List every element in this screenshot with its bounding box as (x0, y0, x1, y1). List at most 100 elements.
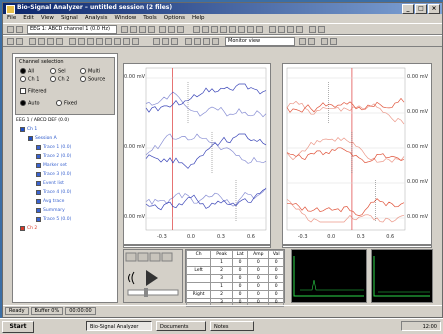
channel-combo[interactable]: EEG 1: ABCD channel 1 (0.0 Hz) (27, 25, 117, 34)
tree-node[interactable]: Ch 1 (20, 127, 37, 132)
start-button[interactable]: Start (2, 321, 34, 333)
invert-icon[interactable] (132, 38, 139, 45)
radio-sel[interactable]: Sel (50, 68, 66, 75)
ch1-icon[interactable] (193, 26, 200, 33)
print-icon[interactable] (309, 26, 316, 33)
tree-node[interactable]: Trace 2 (0.0) (36, 154, 71, 159)
arrow-icon[interactable] (153, 38, 160, 45)
export-icon[interactable] (296, 26, 303, 33)
layout-2-icon[interactable] (194, 38, 201, 45)
copy-icon[interactable] (38, 38, 45, 45)
splitter-left[interactable] (118, 53, 122, 303)
menu-view[interactable]: View (40, 15, 54, 21)
maximize-button[interactable]: □ (415, 4, 427, 14)
ruler-icon[interactable] (171, 38, 178, 45)
measure-icon[interactable] (177, 26, 184, 33)
step-fwd-icon[interactable] (149, 252, 161, 262)
filtered-checkbox[interactable]: Filtered (20, 88, 47, 95)
layout-1-icon[interactable] (185, 38, 192, 45)
overlay-icon[interactable] (16, 38, 23, 45)
radio-ch2[interactable]: Ch 2 (50, 76, 69, 83)
record-icon[interactable] (96, 38, 103, 45)
ch2-icon[interactable] (202, 26, 209, 33)
tree-node[interactable]: Trace 1 (0.0) (36, 145, 71, 150)
menu-options[interactable]: Options (163, 15, 185, 21)
table-row[interactable]: Left 2 0 0 0 (185, 266, 284, 275)
minimize-button[interactable]: _ (402, 4, 414, 14)
table-row[interactable]: Right 2 0 0 0 (185, 290, 284, 299)
tree-node[interactable]: Event list (36, 181, 64, 186)
menu-analysis[interactable]: Analysis (84, 15, 108, 21)
cut-icon[interactable] (29, 38, 36, 45)
layout-3-icon[interactable] (203, 38, 210, 45)
plot-left[interactable]: 0.00 mV 0.00 mV 0.00 mV -0.3 0.0 0.3 0.6 (123, 63, 271, 245)
radio-all[interactable]: All (20, 68, 34, 75)
tree-node[interactable]: Trace 5 (0.0) (36, 217, 71, 222)
task-documents[interactable]: Documents (156, 321, 206, 331)
menu-window[interactable]: Window (114, 15, 137, 21)
menu-signal[interactable]: Signal (60, 15, 78, 21)
refresh-icon[interactable] (299, 38, 306, 45)
ch5-icon[interactable] (229, 26, 236, 33)
ch4-icon[interactable] (220, 26, 227, 33)
zoom-out-icon[interactable] (148, 26, 155, 33)
grid-icon[interactable] (7, 38, 14, 45)
rewind-icon[interactable] (125, 252, 137, 262)
tree-node[interactable]: Summary (36, 208, 65, 213)
view-combo[interactable]: Monitor view (225, 37, 295, 46)
ch3-icon[interactable] (211, 26, 218, 33)
menu-tools[interactable]: Tools (143, 15, 157, 21)
scale-icon[interactable] (114, 38, 121, 45)
average-icon[interactable] (269, 26, 276, 33)
prev-icon[interactable] (121, 26, 128, 33)
marker-icon[interactable] (168, 26, 175, 33)
tree-node[interactable]: Marker set (36, 163, 67, 168)
settings-icon[interactable] (308, 38, 315, 45)
loop-icon[interactable] (105, 38, 112, 45)
plot-right-scrollbar[interactable] (282, 245, 432, 248)
tree-node[interactable]: Session A (28, 136, 57, 141)
cursor-icon[interactable] (159, 26, 166, 33)
info-icon[interactable] (321, 38, 328, 45)
undo-icon[interactable] (56, 38, 63, 45)
radio-ch1[interactable]: Ch 1 (20, 76, 39, 83)
baseline-icon[interactable] (123, 38, 130, 45)
ch7-icon[interactable] (247, 26, 254, 33)
spectrum-icon[interactable] (287, 26, 294, 33)
layout-4-icon[interactable] (212, 38, 219, 45)
radio-multi[interactable]: Multi (80, 68, 100, 75)
splitter-right[interactable] (275, 53, 279, 303)
play-icon[interactable] (69, 38, 76, 45)
tree-node[interactable]: Avg trace (36, 199, 64, 204)
new-icon[interactable] (7, 26, 14, 33)
volume-slider[interactable] (127, 289, 179, 296)
window-icon[interactable] (330, 38, 337, 45)
menu-file[interactable]: File (7, 15, 17, 21)
plot-left-scrollbar[interactable] (123, 245, 271, 248)
plot-right[interactable]: 0.00 mV 0.00 mV 0.00 mV 0.00 mV 0.00 mV -0.3 0… (282, 63, 432, 245)
task-analyzer[interactable]: Bio-Signal Analyzer (86, 321, 152, 331)
close-button[interactable]: × (428, 4, 440, 14)
tree-node[interactable]: Trace 3 (0.0) (36, 172, 71, 177)
headphones-icon[interactable] (128, 271, 135, 285)
paste-icon[interactable] (47, 38, 54, 45)
play-icon[interactable] (146, 270, 158, 286)
pause-icon[interactable] (78, 38, 85, 45)
menu-help[interactable]: Help (192, 15, 205, 21)
radio-fixed[interactable]: Fixed (56, 100, 77, 107)
tree-node[interactable]: Ch 2 (20, 226, 37, 231)
forward-icon[interactable] (161, 252, 173, 262)
next-icon[interactable] (130, 26, 137, 33)
ch8-icon[interactable] (256, 26, 263, 33)
open-icon[interactable] (16, 26, 23, 33)
ch6-icon[interactable] (238, 26, 245, 33)
stop-icon[interactable] (87, 38, 94, 45)
filter-icon[interactable] (278, 26, 285, 33)
volume-thumb[interactable] (144, 288, 148, 297)
radio-auto[interactable]: Auto (20, 100, 40, 107)
radio-source[interactable]: Source (80, 76, 105, 83)
